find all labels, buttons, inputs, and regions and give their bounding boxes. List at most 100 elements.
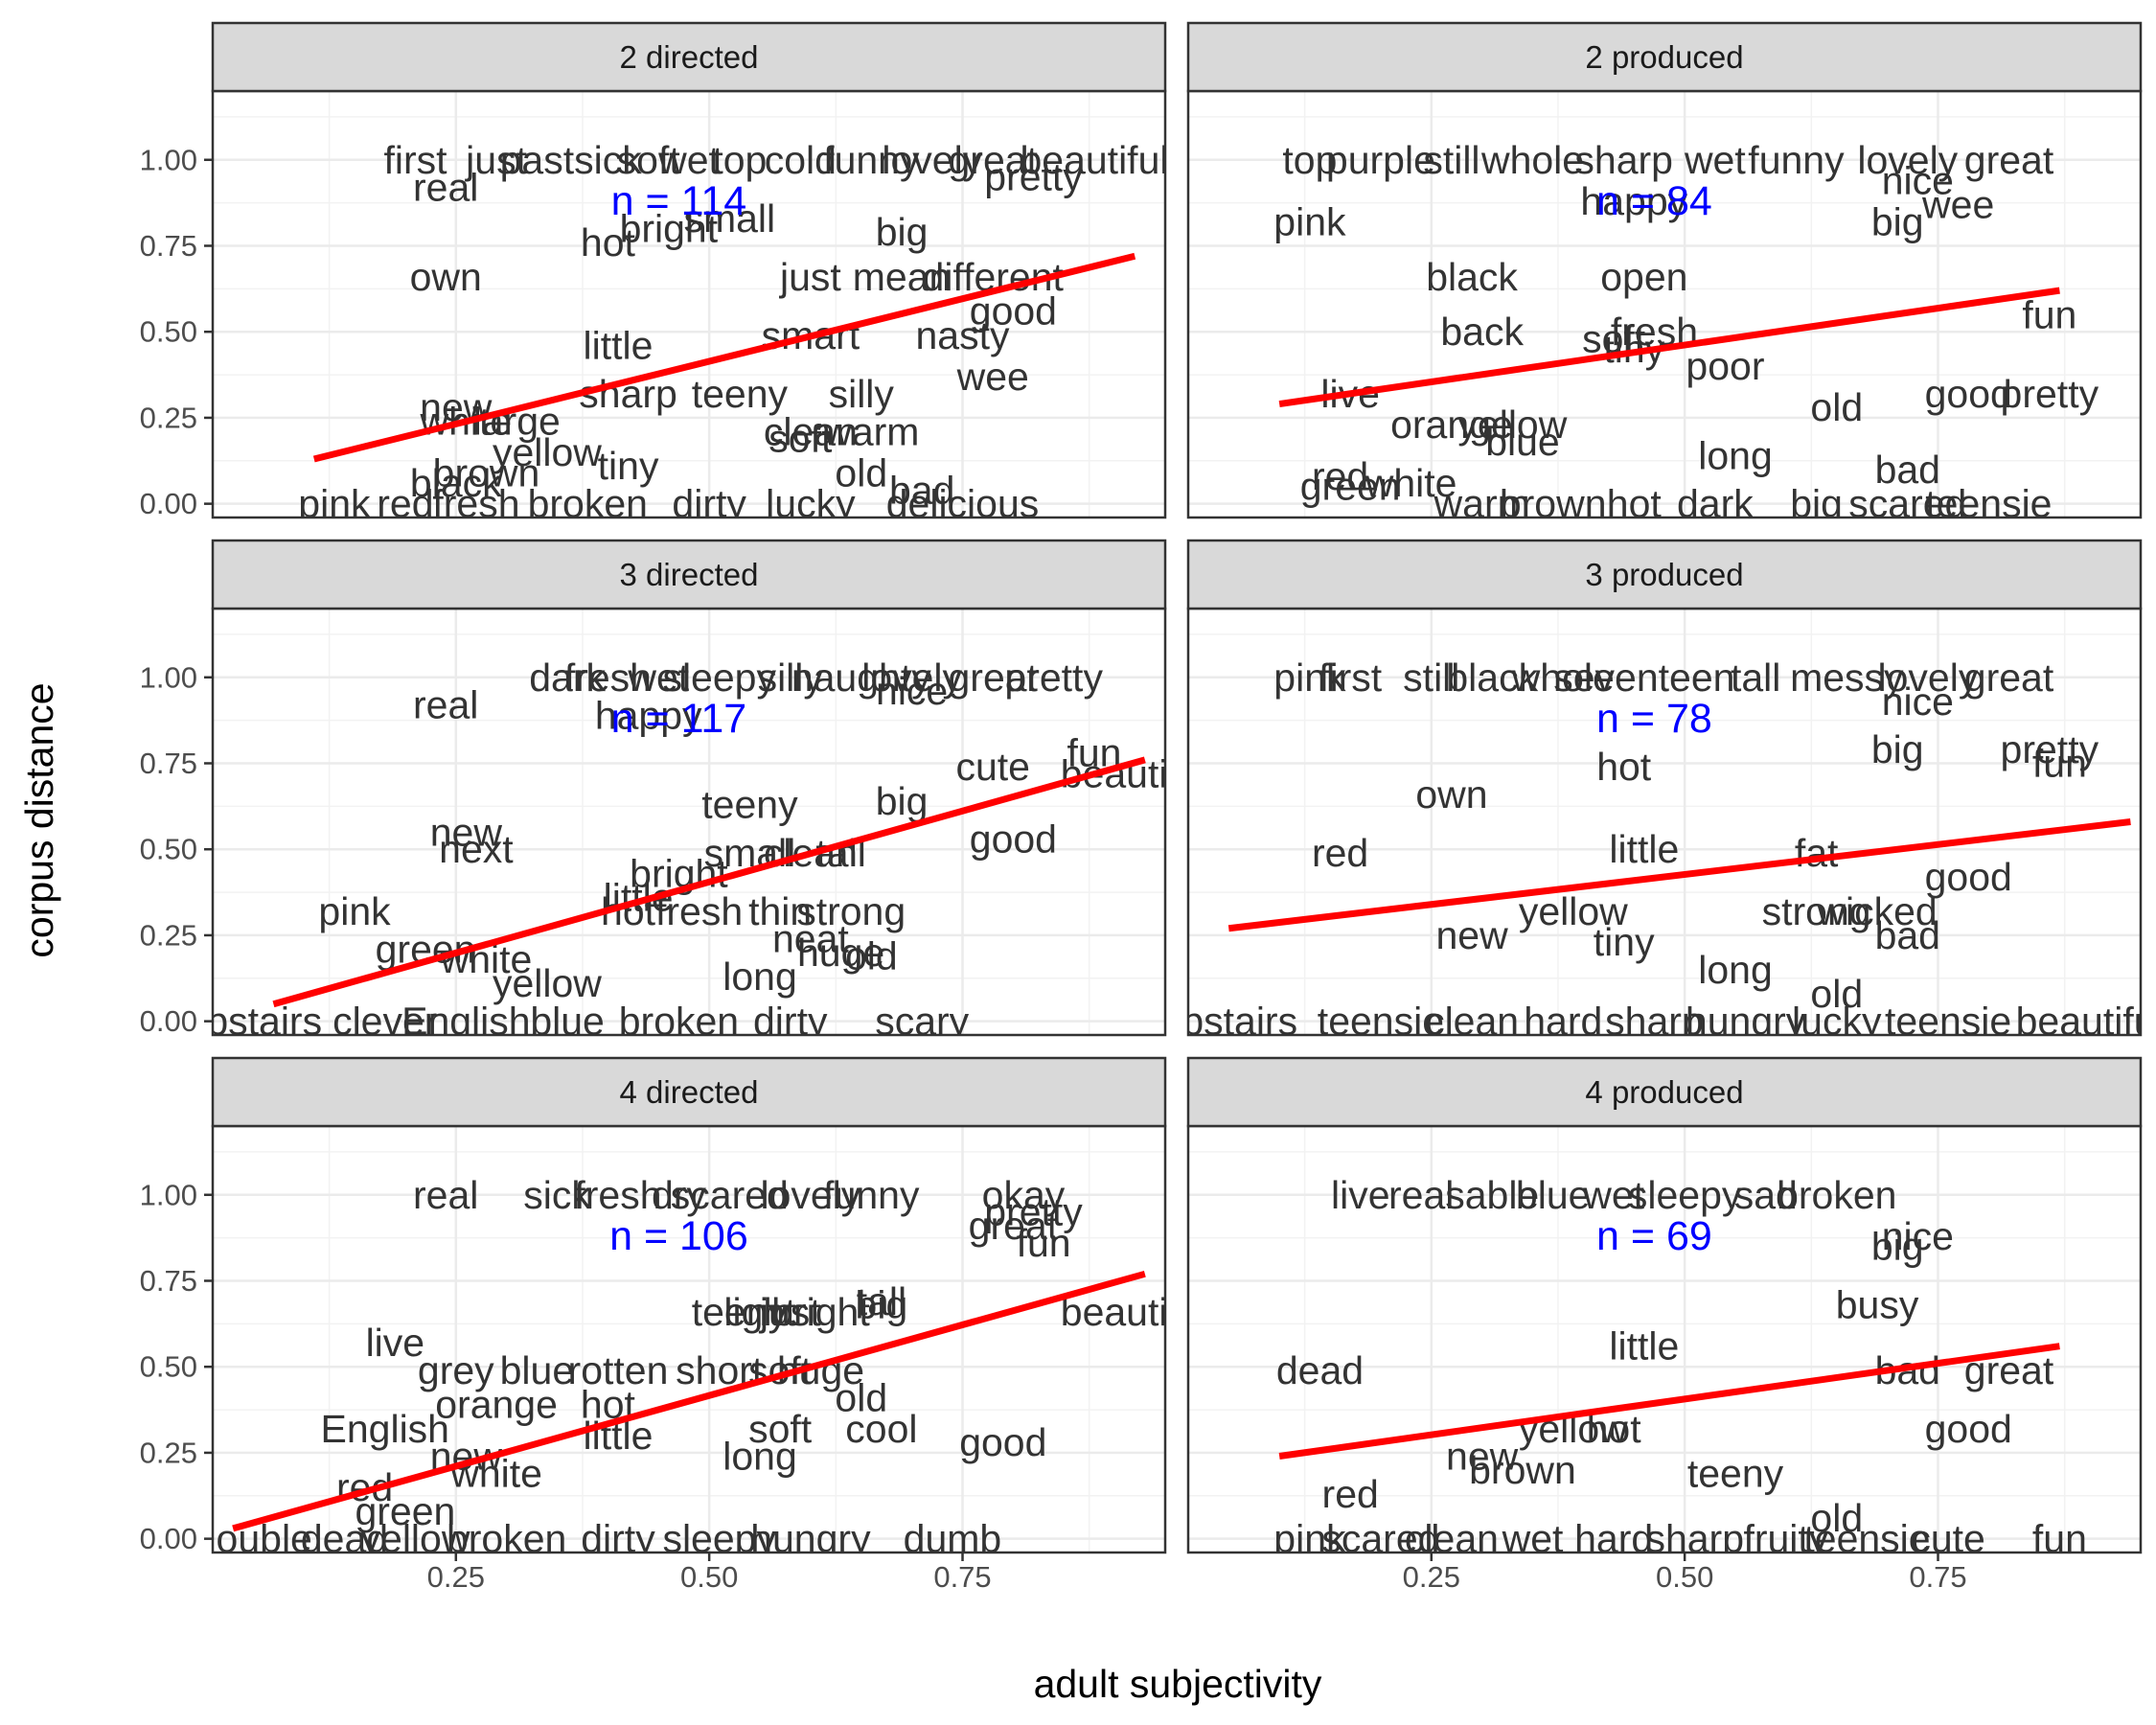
point-label: rotten (568, 1348, 669, 1392)
point-label: back (1440, 310, 1524, 354)
point-label: just (759, 1290, 821, 1334)
point-label: brown (433, 450, 540, 494)
y-tick-label: 0.00 (140, 1004, 197, 1038)
point-label: good (1925, 1407, 2012, 1451)
point-label: hungry (1686, 1000, 1806, 1044)
point-label: hungry (750, 1517, 871, 1561)
point-label: own (1415, 772, 1487, 816)
point-label: nice (1882, 1214, 1954, 1258)
point-label: white (449, 1451, 542, 1495)
y-tick-label: 0.75 (140, 229, 197, 263)
y-tick-label: 0.50 (140, 833, 197, 866)
point-label: silly (758, 656, 824, 700)
point-label: long (1698, 948, 1773, 992)
point-label: beautiful (2016, 1000, 2156, 1044)
point-label: big (876, 210, 929, 254)
point-label: beautiful (1020, 138, 1168, 182)
panel-background (1188, 1126, 2141, 1552)
point-label: big (1790, 482, 1843, 526)
point-label: upstairs (1160, 1000, 1298, 1044)
point-label: pink (1273, 656, 1346, 700)
point-label: fresh (655, 889, 743, 933)
point-label: tall (1731, 656, 1780, 700)
point-label: scared (1321, 1517, 1439, 1561)
point-label: soft (748, 1407, 813, 1451)
y-tick-label: 0.00 (140, 1522, 197, 1555)
point-label: pink (298, 482, 371, 526)
n-label: n = 69 (1596, 1213, 1712, 1259)
panel-background (213, 609, 1165, 1035)
point-label: fun (2032, 741, 2087, 785)
point-label: bad (1875, 913, 1940, 957)
point-label: messy (1790, 656, 1904, 700)
point-label: cool (845, 1407, 917, 1451)
point-label: red (1312, 454, 1368, 498)
point-label: broken (528, 482, 648, 526)
point-label: real (413, 682, 478, 726)
point-label: just (779, 255, 841, 299)
facet-strip (1186, 1056, 2143, 1128)
y-tick-label: 1.00 (140, 143, 197, 176)
point-label: happy (1580, 179, 1687, 223)
panel-background (213, 1126, 1165, 1552)
point-label: top (1282, 138, 1337, 182)
point-label: wee (956, 355, 1029, 399)
point-label: yellow (1457, 402, 1567, 447)
point-label: fun (1017, 1221, 1071, 1265)
facet-strip (1186, 539, 2143, 610)
point-label: wet (627, 656, 689, 700)
point-label: scared (1848, 482, 1966, 526)
y-tick-label: 0.25 (140, 918, 197, 952)
point-label: huge (797, 931, 884, 975)
fit-line (272, 756, 1146, 1008)
point-label: big (1871, 199, 1924, 243)
point-label: red (1312, 831, 1368, 875)
point-label: red (377, 482, 433, 526)
fit-line (1278, 287, 2060, 408)
point-label: dark (529, 656, 606, 700)
point-label: old (1810, 1496, 1863, 1540)
point-label: red (1322, 1472, 1379, 1516)
point-label: brown (1500, 482, 1607, 526)
point-label: pretty (984, 1190, 1083, 1234)
point-label: okay (982, 1173, 1066, 1217)
point-label: great (949, 138, 1039, 182)
y-axis-title: corpus distance (17, 682, 61, 957)
point-label: nice (1882, 679, 1954, 724)
point-label: beautiful (1061, 751, 1209, 795)
point-label: hard (1574, 1517, 1653, 1561)
point-label: fat (1795, 831, 1839, 875)
point-label: sharp (1605, 1000, 1704, 1044)
point-label: green (1300, 465, 1401, 509)
point-label: big (856, 1283, 908, 1327)
point-label: big (1871, 727, 1924, 771)
point-label: little (1609, 1324, 1679, 1368)
y-tick-label: 0.75 (140, 1264, 197, 1298)
point-label: pretty (984, 155, 1083, 199)
facet-panel: darkfreshwetsleepysillynaughtylovelygrea… (140, 539, 1209, 1044)
point-label: teeny (701, 783, 798, 827)
point-label: teensie (1318, 1000, 1444, 1044)
point-label: fresh (574, 1173, 661, 1217)
facet-strip (211, 1056, 1167, 1128)
point-label: upstairs (185, 1000, 323, 1044)
point-label: white (1365, 461, 1457, 505)
point-label: fun (2032, 1517, 2087, 1561)
point-label: funny (823, 1173, 920, 1217)
point-label: hard (1524, 1000, 1602, 1044)
point-label: green (355, 1489, 455, 1533)
y-tick-label: 0.75 (140, 747, 197, 780)
point-label: light (723, 1290, 796, 1334)
point-label: blue (1485, 420, 1560, 464)
point-label: dirty (753, 1000, 828, 1044)
point-label: fresh (432, 482, 519, 526)
point-label: wet (1684, 138, 1746, 182)
y-tick-label: 0.50 (140, 315, 197, 349)
point-label: seventeen (1553, 656, 1734, 700)
facet-title: 4 produced (1585, 1074, 1743, 1110)
point-label: blue (1516, 1173, 1591, 1217)
point-label: whole (1511, 656, 1615, 700)
facet-strip (1186, 21, 2143, 93)
